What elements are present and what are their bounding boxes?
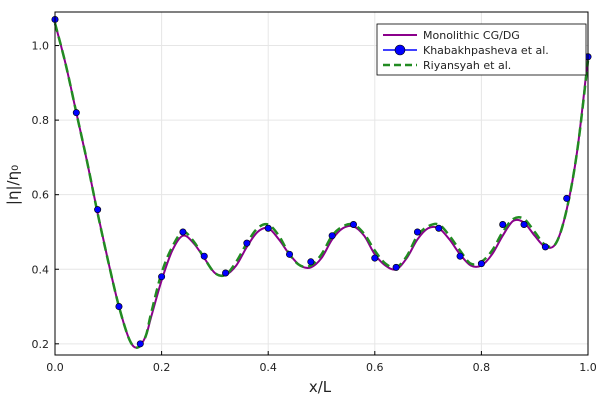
data-point-khabakhpasheva-et-al	[243, 239, 251, 247]
data-point-khabakhpasheva-et-al	[349, 221, 357, 229]
data-point-khabakhpasheva-et-al	[179, 228, 187, 236]
data-point-khabakhpasheva-et-al	[499, 221, 507, 229]
data-point-khabakhpasheva-et-al	[563, 194, 571, 202]
data-point-khabakhpasheva-et-al	[286, 250, 294, 258]
data-point-khabakhpasheva-et-al	[136, 340, 144, 348]
data-point-khabakhpasheva-et-al	[477, 260, 485, 268]
data-point-khabakhpasheva-et-al	[520, 221, 528, 229]
legend-label-riyansyah-et-al: Riyansyah et al.	[423, 59, 511, 72]
data-point-khabakhpasheva-et-al	[94, 206, 102, 214]
y-tick-label: 0.6	[32, 189, 50, 202]
y-tick-label: 0.2	[32, 338, 50, 351]
y-tick-label: 1.0	[32, 40, 50, 53]
legend-label-khabakhpasheva-et-al: Khabakhpasheva et al.	[423, 44, 549, 57]
legend-label-monolithic-cg-dg: Monolithic CG/DG	[423, 29, 520, 42]
x-tick-label: 1.0	[579, 361, 597, 374]
x-tick-label: 0.0	[46, 361, 64, 374]
data-point-khabakhpasheva-et-al	[72, 109, 80, 117]
data-point-khabakhpasheva-et-al	[456, 252, 464, 260]
data-point-khabakhpasheva-et-al	[200, 252, 208, 260]
x-tick-label: 0.2	[153, 361, 171, 374]
data-point-khabakhpasheva-et-al	[435, 224, 443, 232]
data-point-khabakhpasheva-et-al	[328, 232, 336, 240]
series-group	[51, 15, 592, 349]
x-tick-label: 0.8	[473, 361, 491, 374]
x-tick-label: 0.6	[366, 361, 384, 374]
axis-ticks: 0.0 0.2 0.4 0.6 0.8 1.0 0.2 0.4 0.6 0.8 1.0	[32, 40, 597, 374]
y-axis-title: |η|/η₀	[4, 165, 22, 205]
x-tick-label: 0.4	[259, 361, 277, 374]
data-point-khabakhpasheva-et-al	[541, 243, 549, 251]
data-point-khabakhpasheva-et-al	[115, 303, 123, 311]
y-tick-label: 0.8	[32, 114, 50, 127]
y-tick-label: 0.4	[32, 263, 50, 276]
legend: Monolithic CG/DG Khabakhpasheva et al. Riy…	[376, 23, 587, 76]
data-point-khabakhpasheva-et-al	[264, 224, 272, 232]
data-point-khabakhpasheva-et-al	[413, 228, 421, 236]
x-axis-title: x/L	[309, 378, 332, 396]
data-point-khabakhpasheva-et-al	[307, 258, 315, 266]
legend-swatch-marker-khabakhpasheva-et-al	[394, 44, 406, 56]
data-point-khabakhpasheva-et-al	[371, 254, 379, 262]
plot-frame	[54, 11, 589, 356]
data-point-khabakhpasheva-et-al	[392, 263, 400, 271]
data-point-khabakhpasheva-et-al	[222, 269, 230, 277]
data-point-khabakhpasheva-et-al	[158, 273, 166, 281]
